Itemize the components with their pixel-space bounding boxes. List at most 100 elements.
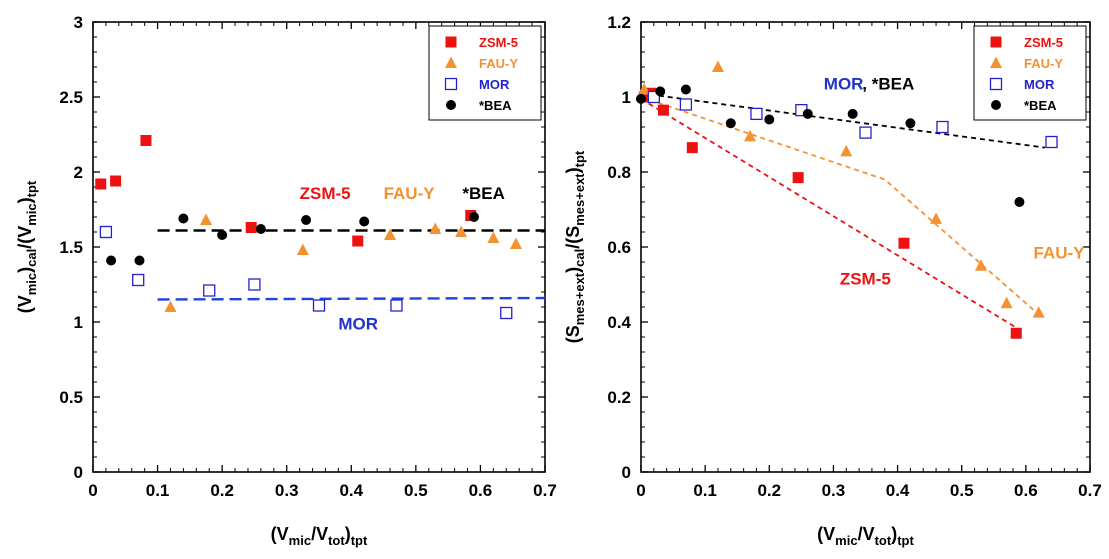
legend-label: FAU-Y	[479, 56, 518, 71]
point-zsm5	[95, 178, 107, 190]
point-mor	[679, 98, 693, 111]
point-bea	[106, 255, 117, 266]
x-tick-label: 0.5	[950, 481, 974, 500]
y-tick-label: 2	[74, 163, 83, 182]
point-mor	[248, 278, 261, 291]
y-tick-label: 0.8	[607, 163, 631, 182]
x-tick-label: 0.4	[886, 481, 910, 500]
x-tick-label: 0.7	[533, 481, 557, 500]
point-fauy	[509, 237, 522, 249]
legend-label: FAU-Y	[1024, 56, 1063, 71]
point-mor	[1045, 135, 1058, 149]
point-zsm5	[686, 142, 698, 154]
trend-line	[157, 296, 546, 301]
y-axis-label: (Smes+ext)cal/(Smes+ext)tpt	[563, 150, 587, 343]
point-zsm5	[110, 175, 122, 187]
point-bea	[905, 118, 916, 129]
x-tick-label: 0.6	[469, 481, 493, 500]
legend-marker	[991, 100, 1001, 110]
annotation-label: FAU-Y	[1034, 243, 1086, 262]
legend-marker	[990, 56, 1002, 68]
x-tick-label: 0.2	[210, 481, 234, 500]
point-mor	[132, 273, 145, 287]
point-zsm5	[140, 135, 152, 146]
x-axis-label: (Vmic/Vtot)tpt	[271, 524, 368, 548]
point-mor	[859, 126, 872, 139]
trend-line	[640, 96, 1040, 316]
left-chart: 0 0.1 0.2 0.3 0.4 0.5 0.6 0.7 0 0.5 1 1.5 2 2.5 3 (Vmic…	[15, 13, 557, 548]
legend-marker	[990, 36, 1002, 48]
point-bea	[802, 108, 813, 119]
point-fauy	[638, 83, 651, 95]
y-axis-label: (Vmic)cal/(Vmic)tpt	[15, 180, 39, 313]
point-bea	[680, 84, 691, 95]
y-tick-label: 0.4	[607, 313, 631, 332]
x-tick-label: 0.6	[1014, 481, 1038, 500]
x-tick-label: 0.7	[1078, 481, 1102, 500]
right-chart: 0 0.1 0.2 0.3 0.4 0.5 0.6 0.7 0 0.2 0.4 0.6 0.8 1 1.2 (…	[563, 13, 1102, 548]
legend-marker	[445, 56, 457, 68]
y-tick-label: 1	[622, 88, 631, 107]
point-bea	[636, 93, 646, 104]
legend-label: MOR	[479, 77, 510, 92]
point-zsm5	[245, 222, 257, 233]
point-mor	[500, 306, 513, 320]
point-mor	[390, 299, 403, 312]
legend-label: *BEA	[479, 98, 512, 113]
y-tick-label: 0.2	[607, 388, 631, 407]
point-zsm5	[898, 237, 910, 249]
point-mor	[936, 120, 949, 134]
x-tick-label: 0.3	[822, 481, 846, 500]
point-zsm5	[1010, 327, 1022, 339]
y-tick-label: 3	[74, 13, 83, 32]
point-fauy	[200, 213, 212, 225]
annotation-label: MOR	[824, 75, 864, 94]
annotation-label: MOR	[338, 315, 378, 334]
point-fauy	[930, 212, 943, 224]
x-tick-label: 0.2	[757, 481, 781, 500]
point-zsm5	[792, 172, 804, 184]
point-fauy	[744, 129, 757, 142]
legend-label: MOR	[1024, 77, 1055, 92]
x-tick-label: 0.4	[339, 481, 363, 500]
x-tick-label: 0.1	[146, 481, 170, 500]
point-bea	[468, 212, 479, 222]
y-tick-label: 0.6	[607, 238, 631, 257]
y-tick-label: 1	[74, 313, 83, 332]
legend-label: ZSM-5	[1024, 35, 1063, 50]
y-tick-label: 1.2	[607, 13, 631, 32]
point-mor	[750, 107, 763, 121]
point-mor	[203, 284, 216, 297]
point-mor	[312, 299, 326, 312]
point-mor	[647, 90, 660, 104]
legend-marker	[444, 77, 458, 91]
point-fauy	[974, 259, 987, 271]
point-fauy	[384, 228, 397, 240]
annotation-label: ZSM-5	[840, 270, 891, 289]
point-fauy	[1000, 296, 1013, 309]
x-axis-label: (Vmic/Vtot)tpt	[817, 524, 914, 548]
x-tick-label: 0	[636, 481, 645, 500]
legend-label: *BEA	[1024, 98, 1057, 113]
x-tick-label: 0.5	[404, 481, 428, 500]
legend-marker	[445, 36, 457, 48]
point-zsm5	[657, 104, 669, 116]
point-bea	[301, 215, 312, 225]
point-bea	[217, 230, 228, 240]
point-bea	[134, 255, 145, 266]
point-bea	[764, 114, 775, 125]
point-bea	[1014, 197, 1025, 207]
point-fauy	[1032, 306, 1045, 318]
x-tick-label: 0.1	[693, 481, 717, 500]
x-tick-label: 0.3	[275, 481, 299, 500]
annotation-label: ZSM-5	[300, 184, 351, 203]
point-fauy	[711, 60, 724, 72]
point-zsm5	[352, 235, 364, 247]
point-fauy	[455, 225, 468, 237]
point-bea	[178, 213, 189, 224]
legend-label: ZSM-5	[479, 35, 518, 50]
y-tick-label: 1.5	[59, 238, 83, 257]
point-bea	[655, 86, 666, 97]
trend-line	[640, 98, 1017, 329]
